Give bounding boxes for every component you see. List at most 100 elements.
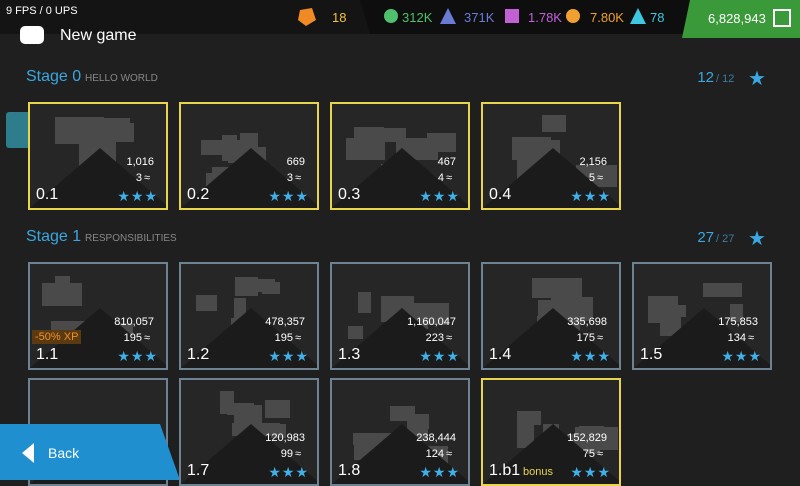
map-block (427, 133, 456, 152)
map-shade (181, 308, 317, 368)
level-score: 238,444 (416, 432, 456, 444)
map-shade (181, 424, 317, 484)
stage-star-icon: ★ (748, 228, 766, 250)
tokens: 18 (332, 10, 347, 25)
map-shade (332, 308, 468, 368)
level-score: 669 (286, 156, 305, 168)
level-card[interactable]: 1,160,047 223 ≈ ★★★ 1.3 (330, 262, 470, 370)
waves-icon: ≈ (144, 172, 151, 184)
map-shade (332, 148, 468, 208)
res-icon (384, 9, 398, 23)
waves-count: 3 (286, 172, 293, 184)
back-bg[interactable] (0, 424, 180, 480)
waves-icon: ≈ (748, 332, 755, 344)
back-arrow (22, 443, 34, 463)
stage-subtitle: HELLO WORLD (85, 73, 158, 84)
map-block (365, 128, 406, 142)
stage-stars: 27 (697, 229, 714, 246)
map-block (247, 279, 275, 292)
map-block (358, 292, 371, 313)
level-score: 120,983 (265, 432, 305, 444)
level-card[interactable]: 335,698 175 ≈ ★★★ 1.4 (481, 262, 621, 370)
level-stars: ★★★ (570, 348, 611, 364)
waves-icon: ≈ (597, 332, 604, 344)
stage-name: Stage 0 (26, 68, 82, 85)
waves-count: 5 (588, 172, 595, 184)
level-waves: 195 ≈ (275, 332, 307, 344)
res-icon (566, 9, 580, 23)
resource: 371K (464, 10, 495, 25)
level-card[interactable]: 238,444 124 ≈ ★★★ 1.8 (330, 378, 470, 486)
stage-total: / 12 (716, 73, 735, 85)
level-card[interactable]: 669 3 ≈ ★★★ 0.2 (179, 102, 319, 210)
level-waves: 3 ≈ (287, 172, 307, 184)
waves-icon: ≈ (446, 448, 453, 460)
level-card[interactable]: 1,016 3 ≈ ★★★ 0.1 (28, 102, 168, 210)
level-label: 1.5 (640, 346, 663, 363)
level-waves: 175 ≈ (577, 332, 609, 344)
level-stars: ★★★ (419, 188, 460, 204)
stage-total: / 27 (716, 233, 735, 245)
back-shape (0, 424, 180, 480)
level-card[interactable]: 478,357 195 ≈ ★★★ 1.2 (179, 262, 319, 370)
level-label: 0.4 (489, 186, 512, 203)
resource: 1.78K (528, 10, 562, 25)
waves-icon: ≈ (144, 332, 151, 344)
waves-icon: ≈ (295, 448, 302, 460)
stage-name: Stage 1 (26, 228, 82, 245)
res-icon (630, 8, 646, 24)
level-score: 175,853 (718, 316, 758, 328)
level-score: 467 (437, 156, 456, 168)
money: 6,828,943 (708, 11, 766, 26)
waves-count: 3 (135, 172, 142, 184)
level-waves: 223 ≈ (426, 332, 458, 344)
map-block (100, 123, 134, 142)
resource-panel (360, 0, 710, 34)
level-stars: ★★★ (268, 464, 309, 480)
level-label: 0.1 (36, 186, 59, 203)
money-panel (682, 0, 800, 38)
stage-subtitle: RESPONSIBILITIES (85, 233, 177, 244)
level-score: 1,160,047 (407, 316, 456, 328)
level-waves: 3 ≈ (136, 172, 156, 184)
waves-icon: ≈ (295, 332, 302, 344)
level-card[interactable]: 120,983 99 ≈ ★★★ 1.7 (179, 378, 319, 486)
resource: 7.80K (590, 10, 624, 25)
map-shade (483, 308, 619, 368)
level-label: 1.8 (338, 462, 361, 479)
level-waves: 134 ≈ (728, 332, 760, 344)
map-block (517, 411, 541, 425)
level-stars: ★★★ (419, 464, 460, 480)
top-bar-shapes (20, 0, 800, 44)
back-label[interactable]: Back (48, 445, 80, 461)
res-icon (505, 9, 519, 23)
level-card[interactable]: 152,829 75 ≈ ★★★ 1.b1 bonus (481, 378, 621, 486)
stage-stars: 12 (697, 69, 714, 86)
level-label: 0.2 (187, 186, 210, 203)
level-label: 0.3 (338, 186, 361, 203)
level-card[interactable]: 467 4 ≈ ★★★ 0.3 (330, 102, 470, 210)
waves-count: 99 (280, 448, 293, 460)
map-block (42, 283, 82, 306)
level-score: 335,698 (567, 316, 607, 328)
level-stars: ★★★ (117, 188, 158, 204)
level-waves: 75 ≈ (583, 448, 609, 460)
level-label: 1.4 (489, 346, 512, 363)
map-shade (181, 148, 317, 208)
level-stars: ★★★ (268, 348, 309, 364)
map-shade (634, 308, 770, 368)
xp-badge: -50% XP (32, 330, 82, 344)
level-label: 1.7 (187, 462, 210, 479)
level-score: 810,057 (114, 316, 154, 328)
level-card[interactable]: 2,156 5 ≈ ★★★ 0.4 (481, 102, 621, 210)
waves-count: 75 (582, 448, 595, 460)
level-stars: ★★★ (117, 348, 158, 364)
level-card[interactable]: 175,853 134 ≈ ★★★ 1.5 (632, 262, 772, 370)
map-shade (483, 148, 619, 208)
map-block (55, 276, 70, 288)
map-block (265, 400, 290, 418)
level-card[interactable]: 810,057 195 ≈ ★★★ 1.1 -50% XP (28, 262, 168, 370)
level-stars: ★★★ (721, 348, 762, 364)
map-block (227, 403, 254, 415)
